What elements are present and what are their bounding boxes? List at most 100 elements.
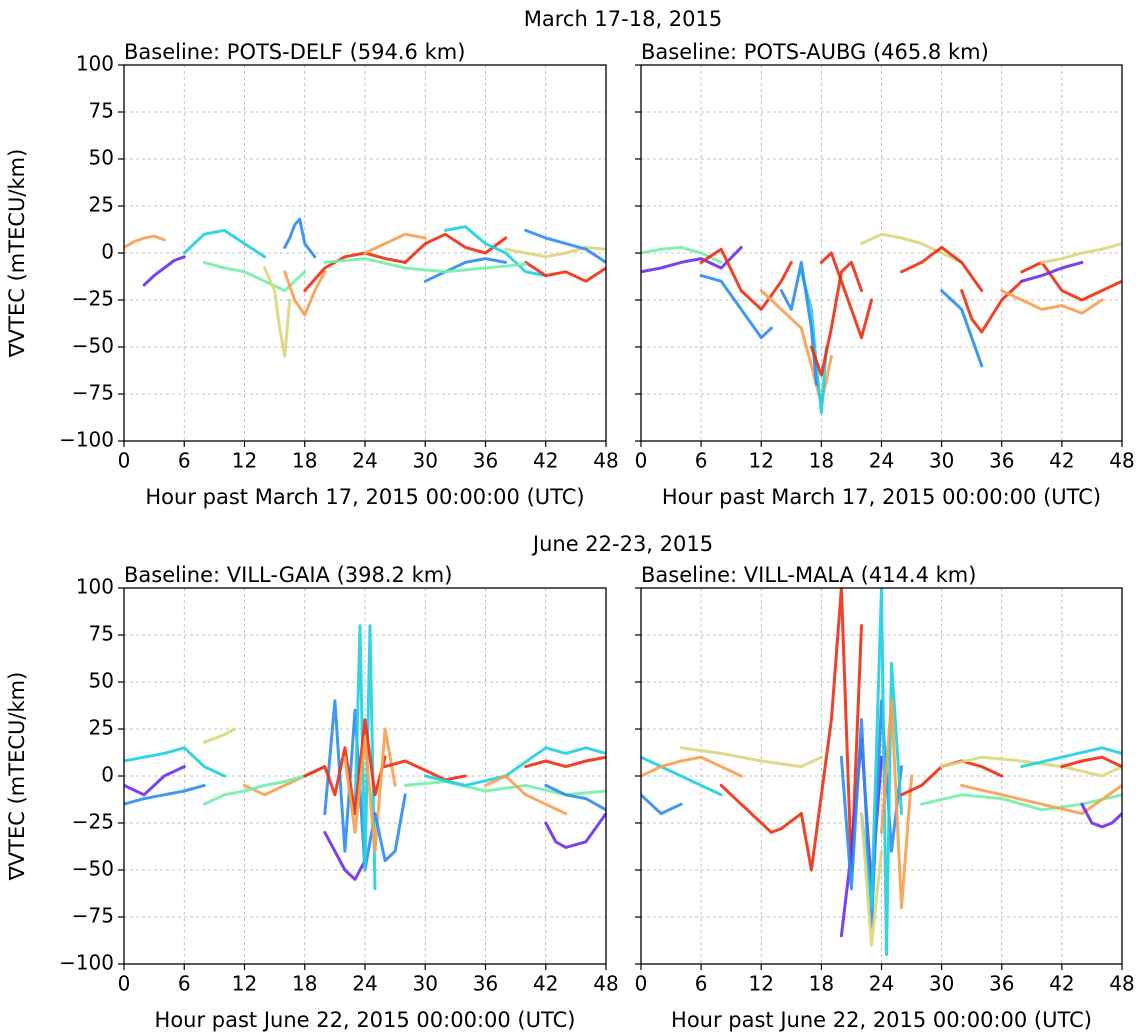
x-tick-label: 24 (352, 972, 377, 996)
x-tick-label: 42 (1049, 449, 1074, 473)
plot-lines (641, 232, 1122, 415)
plot-lines (641, 588, 1122, 957)
data-line (679, 746, 823, 769)
data-line (1000, 289, 1104, 315)
y-tick-label: −100 (59, 428, 114, 452)
data-line (343, 727, 397, 853)
x-axis-label: Hour past March 17, 2015 00:00:00 (UTC) (662, 485, 1101, 509)
data-line (124, 783, 206, 806)
data-line (809, 260, 863, 377)
y-tick-label: −50 (72, 334, 114, 358)
x-tick-label: 0 (118, 972, 131, 996)
data-line (283, 270, 327, 317)
panel-title: Baseline: VILL-GAIA (398.2 km) (124, 563, 452, 587)
y-tick-label: 0 (101, 763, 114, 787)
data-line (353, 624, 377, 891)
x-tick-label: 0 (118, 449, 131, 473)
x-tick-label: 24 (869, 972, 894, 996)
data-line (860, 232, 964, 264)
data-line (940, 289, 984, 368)
data-line (202, 260, 307, 293)
x-tick-label: 6 (178, 972, 191, 996)
x-tick-label: 12 (749, 972, 774, 996)
plot-lines (124, 624, 606, 891)
plot-frame (123, 587, 607, 965)
data-line (303, 718, 387, 816)
y-tick-label: −100 (59, 951, 114, 975)
x-tick-label: 36 (473, 449, 498, 473)
x-tick-label: 6 (695, 449, 708, 473)
data-line (819, 251, 873, 340)
y-tick-label: −25 (72, 287, 114, 311)
data-line (202, 774, 307, 806)
row-title: June 22-23, 2015 (531, 532, 713, 556)
plot-lines (124, 217, 606, 358)
data-line (443, 225, 548, 278)
data-line (403, 780, 606, 797)
data-line (641, 755, 723, 797)
data-line (383, 759, 467, 782)
data-line (182, 228, 267, 259)
data-line (860, 588, 903, 957)
x-axis-label: Hour past June 22, 2015 00:00:00 (UTC) (671, 1008, 1092, 1032)
x-tick-label: 30 (413, 449, 438, 473)
x-tick-label: 18 (292, 972, 317, 996)
data-line (759, 289, 833, 405)
data-line (124, 234, 166, 249)
y-tick-label: −50 (72, 857, 114, 881)
row-title: March 17-18, 2015 (524, 7, 723, 31)
y-tick-label: 75 (89, 99, 114, 123)
data-line (699, 247, 793, 311)
y-axis-label: ∇VTEC (mTECU/km) (5, 149, 29, 359)
y-tick-label: 25 (89, 716, 114, 740)
x-tick-label: 0 (635, 972, 648, 996)
x-tick-label: 42 (533, 449, 558, 473)
data-line (1020, 260, 1084, 283)
x-tick-label: 6 (695, 972, 708, 996)
data-line (142, 255, 186, 287)
data-line (423, 257, 508, 283)
plot-frame (640, 587, 1123, 965)
x-tick-label: 42 (533, 972, 558, 996)
data-line (283, 217, 317, 259)
data-line (524, 755, 606, 769)
data-line (779, 260, 818, 387)
x-tick-label: 30 (929, 972, 954, 996)
x-tick-label: 42 (1049, 972, 1074, 996)
y-tick-label: −75 (72, 904, 114, 928)
data-line (504, 245, 606, 259)
data-line (124, 765, 186, 797)
x-axis-label: Hour past June 22, 2015 00:00:00 (UTC) (155, 1008, 576, 1032)
x-tick-label: 12 (749, 449, 774, 473)
x-tick-label: 36 (989, 449, 1014, 473)
x-tick-label: 24 (352, 449, 377, 473)
y-tick-label: −75 (72, 381, 114, 405)
data-line (641, 245, 743, 274)
data-line (920, 793, 1122, 812)
x-tick-label: 12 (232, 972, 257, 996)
x-tick-label: 30 (929, 449, 954, 473)
data-line (323, 257, 528, 274)
data-line (1060, 755, 1122, 769)
x-tick-label: 48 (593, 972, 618, 996)
data-line (524, 228, 606, 264)
data-line (544, 783, 606, 812)
data-line (641, 245, 723, 264)
y-tick-label: 50 (89, 146, 114, 170)
x-tick-label: 48 (1109, 972, 1134, 996)
data-line (940, 755, 1122, 778)
data-line (960, 279, 1024, 334)
data-line (1040, 242, 1122, 264)
data-line (1020, 260, 1122, 302)
x-tick-label: 36 (473, 972, 498, 996)
x-tick-label: 6 (178, 449, 191, 473)
data-line (423, 746, 606, 787)
plot-frame (640, 64, 1123, 442)
panel-title: Baseline: POTS-AUBG (465.8 km) (641, 40, 989, 64)
data-line (303, 251, 407, 293)
data-line (124, 746, 226, 778)
x-axis-label: Hour past March 17, 2015 00:00:00 (UTC) (145, 485, 584, 509)
x-tick-label: 48 (593, 449, 618, 473)
y-axis-label: ∇VTEC (mTECU/km) (5, 672, 29, 882)
